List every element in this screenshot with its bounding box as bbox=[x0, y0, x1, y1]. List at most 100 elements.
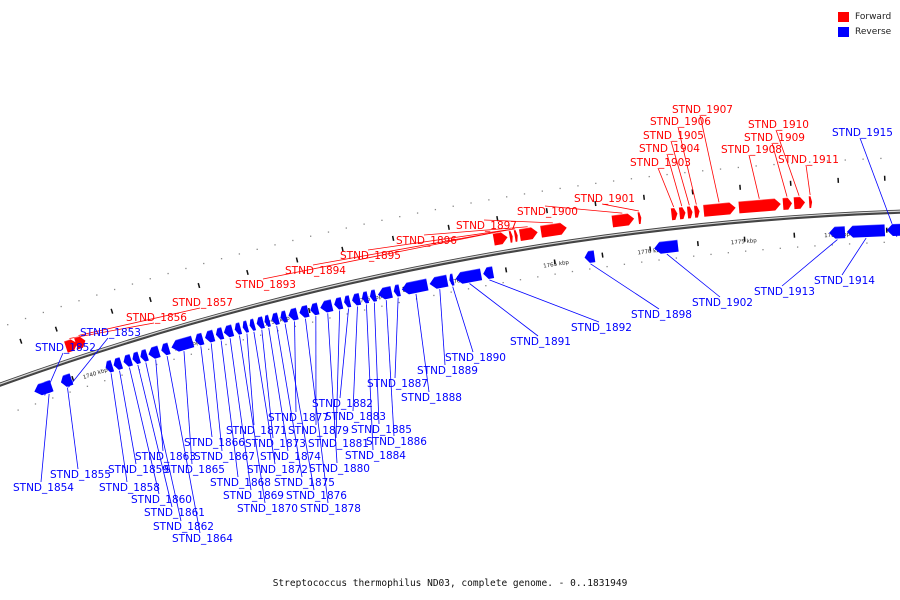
gene-arrow[interactable] bbox=[678, 207, 686, 220]
gene-arrow[interactable] bbox=[846, 224, 886, 238]
gene-arrow[interactable] bbox=[611, 213, 635, 228]
gene-feature-stnd_1884[interactable] bbox=[360, 290, 370, 304]
gene-label-stnd_1905[interactable]: STND_1905 bbox=[643, 130, 704, 142]
gene-arrow[interactable] bbox=[782, 197, 793, 210]
gene-feature-stnd_1898[interactable] bbox=[583, 249, 596, 263]
gene-arrow[interactable] bbox=[686, 206, 693, 219]
gene-label-stnd_1891[interactable]: STND_1891 bbox=[510, 336, 571, 348]
gene-feature-stnd_1880[interactable] bbox=[318, 298, 334, 313]
gene-label-stnd_1865[interactable]: STND_1865 bbox=[164, 464, 225, 476]
gene-arrow[interactable] bbox=[738, 198, 781, 214]
gene-label-stnd_1871[interactable]: STND_1871 bbox=[226, 425, 287, 437]
gene-arrow[interactable] bbox=[241, 320, 250, 333]
gene-feature-stnd_1873[interactable] bbox=[254, 315, 265, 329]
gene-feature-stnd_1866[interactable] bbox=[193, 332, 205, 347]
gene-arrow[interactable] bbox=[637, 211, 642, 225]
gene-arrow[interactable] bbox=[131, 351, 141, 365]
gene-arrow[interactable] bbox=[540, 222, 568, 238]
gene-feature-stnd_1883[interactable] bbox=[350, 292, 362, 306]
gene-label-stnd_1864[interactable]: STND_1864 bbox=[172, 533, 233, 545]
gene-label-stnd_1897[interactable]: STND_1897 bbox=[456, 220, 517, 232]
gene-feature-stnd_1889[interactable] bbox=[428, 274, 449, 290]
gene-label-stnd_1879[interactable]: STND_1879 bbox=[288, 425, 349, 437]
gene-label-stnd_1872[interactable]: STND_1872 bbox=[247, 464, 308, 476]
gene-label-stnd_1884[interactable]: STND_1884 bbox=[345, 450, 406, 462]
gene-label-stnd_1860[interactable]: STND_1860 bbox=[131, 494, 192, 506]
gene-feature-stnd_1891[interactable] bbox=[454, 267, 483, 285]
gene-arrow[interactable] bbox=[369, 289, 378, 302]
gene-arrow[interactable] bbox=[233, 322, 243, 335]
gene-feature-stnd_1909[interactable] bbox=[782, 197, 793, 210]
gene-feature-stnd_1867[interactable] bbox=[203, 329, 216, 344]
gene-label-stnd_1866[interactable]: STND_1866 bbox=[184, 437, 245, 449]
gene-arrow[interactable] bbox=[170, 335, 195, 354]
gene-arrow[interactable] bbox=[351, 292, 362, 306]
gene-arrow[interactable] bbox=[222, 324, 235, 338]
gene-feature-stnd_1900[interactable] bbox=[611, 212, 635, 228]
gene-feature-stnd_1881[interactable] bbox=[332, 296, 344, 310]
gene-label-stnd_1876[interactable]: STND_1876 bbox=[286, 490, 347, 502]
gene-arrow[interactable] bbox=[401, 278, 429, 296]
gene-label-stnd_1881[interactable]: STND_1881 bbox=[308, 438, 369, 450]
gene-feature-stnd_1906[interactable] bbox=[693, 204, 700, 218]
gene-feature-stnd_1907[interactable] bbox=[703, 201, 736, 217]
gene-feature-stnd_1863[interactable] bbox=[146, 344, 161, 360]
gene-label-stnd_1888[interactable]: STND_1888 bbox=[401, 392, 462, 404]
gene-feature-stnd_1874[interactable] bbox=[262, 314, 271, 328]
gene-feature-stnd_1857[interactable] bbox=[73, 335, 87, 350]
gene-feature-stnd_1903[interactable] bbox=[670, 207, 678, 221]
gene-arrow[interactable] bbox=[160, 342, 171, 356]
gene-feature-stnd_1865[interactable] bbox=[169, 335, 195, 354]
gene-arrow[interactable] bbox=[343, 295, 352, 308]
gene-arrow[interactable] bbox=[255, 316, 265, 329]
gene-label-stnd_1852[interactable]: STND_1852 bbox=[35, 342, 96, 354]
gene-arrow[interactable] bbox=[482, 266, 495, 280]
gene-feature-stnd_1914[interactable] bbox=[846, 223, 886, 238]
gene-feature-stnd_1878[interactable] bbox=[297, 304, 310, 319]
gene-arrow[interactable] bbox=[333, 296, 344, 310]
gene-feature-stnd_1882[interactable] bbox=[342, 294, 352, 308]
gene-feature-stnd_1888[interactable] bbox=[400, 277, 429, 296]
gene-label-stnd_1882[interactable]: STND_1882 bbox=[312, 398, 373, 410]
gene-feature-stnd_1872[interactable] bbox=[247, 317, 257, 332]
gene-label-stnd_1863[interactable]: STND_1863 bbox=[135, 451, 196, 463]
gene-label-stnd_1902[interactable]: STND_1902 bbox=[692, 297, 753, 309]
gene-label-stnd_1901[interactable]: STND_1901 bbox=[574, 193, 635, 205]
gene-label-stnd_1856[interactable]: STND_1856 bbox=[126, 312, 187, 324]
gene-feature-stnd_1885[interactable] bbox=[368, 288, 378, 302]
gene-label-stnd_1914[interactable]: STND_1914 bbox=[814, 275, 875, 287]
gene-feature-stnd_1902[interactable] bbox=[653, 239, 679, 255]
gene-label-stnd_1915[interactable]: STND_1915 bbox=[832, 127, 893, 139]
gene-label-stnd_1867[interactable]: STND_1867 bbox=[194, 451, 255, 463]
gene-arrow[interactable] bbox=[270, 312, 280, 325]
gene-arrow[interactable] bbox=[40, 379, 54, 395]
gene-label-stnd_1904[interactable]: STND_1904 bbox=[639, 143, 700, 155]
gene-label-stnd_1868[interactable]: STND_1868 bbox=[210, 477, 271, 489]
gene-feature-stnd_1875[interactable] bbox=[269, 311, 280, 325]
gene-feature-stnd_1870[interactable] bbox=[233, 321, 243, 335]
gene-label-stnd_1855[interactable]: STND_1855 bbox=[50, 469, 111, 481]
gene-arrow[interactable] bbox=[518, 226, 539, 242]
gene-label-stnd_1910[interactable]: STND_1910 bbox=[748, 119, 809, 131]
gene-feature-stnd_1877[interactable] bbox=[286, 307, 299, 322]
gene-label-stnd_1875[interactable]: STND_1875 bbox=[274, 477, 335, 489]
gene-label-stnd_1885[interactable]: STND_1885 bbox=[351, 424, 412, 436]
gene-arrow[interactable] bbox=[393, 284, 401, 297]
gene-arrow[interactable] bbox=[584, 250, 596, 263]
gene-label-stnd_1900[interactable]: STND_1900 bbox=[517, 206, 578, 218]
gene-feature-stnd_1864[interactable] bbox=[159, 341, 171, 356]
gene-arrow[interactable] bbox=[193, 332, 205, 347]
gene-label-stnd_1895[interactable]: STND_1895 bbox=[340, 250, 401, 262]
gene-arrow[interactable] bbox=[309, 302, 320, 317]
gene-arrow[interactable] bbox=[147, 345, 161, 360]
gene-feature-stnd_1893[interactable] bbox=[492, 231, 509, 246]
gene-arrow[interactable] bbox=[59, 373, 72, 388]
gene-arrow[interactable] bbox=[64, 338, 79, 353]
gene-arrow[interactable] bbox=[829, 226, 846, 239]
gene-label-stnd_1873[interactable]: STND_1873 bbox=[245, 438, 306, 450]
gene-arrow[interactable] bbox=[428, 274, 449, 290]
gene-label-stnd_1880[interactable]: STND_1880 bbox=[309, 463, 370, 475]
gene-label-stnd_1857[interactable]: STND_1857 bbox=[172, 297, 233, 309]
gene-arrow[interactable] bbox=[703, 202, 736, 217]
gene-label-stnd_1894[interactable]: STND_1894 bbox=[285, 265, 346, 277]
